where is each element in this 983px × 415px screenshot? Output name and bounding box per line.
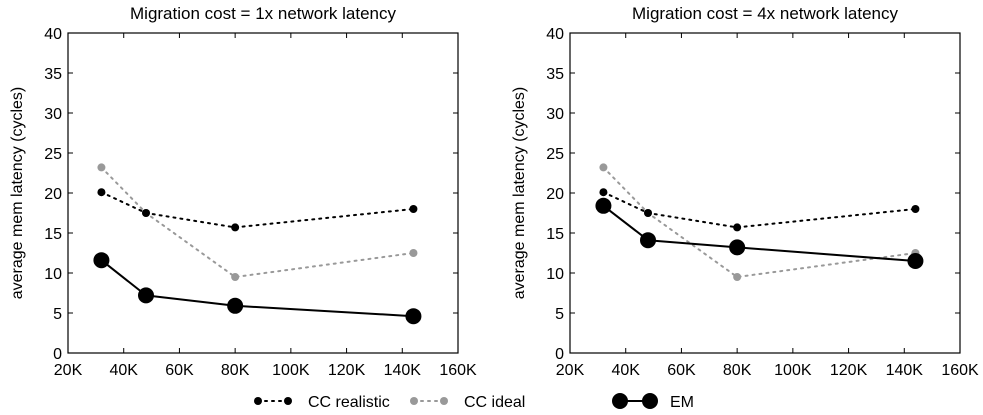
series-line-cc-ideal — [602, 166, 917, 278]
legend-item-cc-realistic: CC realistic — [254, 394, 390, 411]
data-point-em — [595, 197, 612, 214]
legend-swatch-marker — [410, 397, 418, 405]
y-tick-label: 20 — [546, 186, 564, 203]
data-point-em — [93, 252, 110, 269]
y-tick-label: 30 — [546, 106, 564, 123]
y-tick-label: 5 — [53, 306, 62, 323]
x-tick-label: 120K — [830, 362, 868, 379]
x-tick-label: 80K — [221, 362, 250, 379]
y-tick-label: 0 — [555, 346, 564, 363]
data-point-cc-ideal — [733, 273, 742, 281]
legend-swatch-marker — [612, 393, 628, 409]
y-tick-label: 5 — [555, 306, 564, 323]
y-tick-label: 10 — [44, 266, 62, 283]
data-point-cc-ideal — [599, 163, 608, 172]
data-point-em — [138, 287, 154, 304]
x-tick-label: 20K — [556, 362, 585, 379]
x-tick-label: 40K — [109, 362, 138, 379]
y-tick-label: 25 — [44, 146, 62, 163]
legend-label: CC ideal — [464, 394, 525, 411]
data-point-cc-ideal — [231, 273, 240, 281]
x-tick-label: 160K — [941, 362, 979, 379]
x-tick-label: 100K — [774, 362, 812, 379]
data-point-em — [640, 232, 656, 249]
data-point-cc-ideal — [97, 163, 106, 172]
legend-swatch-marker — [284, 397, 292, 405]
chart-title: Migration cost = 4x network latency — [632, 4, 898, 23]
x-tick-label: 60K — [667, 362, 696, 379]
x-tick-label: 80K — [723, 362, 752, 379]
x-tick-label: 60K — [165, 362, 194, 379]
data-point-em — [227, 297, 244, 314]
series-line-em — [602, 204, 917, 262]
legend-label: EM — [670, 394, 694, 411]
x-tick-label: 140K — [384, 362, 422, 379]
x-tick-label: 40K — [611, 362, 640, 379]
y-tick-label: 10 — [546, 266, 564, 283]
legend-swatch-marker — [254, 397, 262, 405]
x-tick-label: 160K — [439, 362, 477, 379]
data-point-cc-realistic — [97, 188, 106, 197]
series-line-em — [100, 259, 415, 318]
chart-panel-1: Migration cost = 1x network latency avera… — [9, 4, 477, 379]
y-tick-label: 35 — [546, 66, 564, 83]
x-tick-label: 100K — [272, 362, 310, 379]
data-point-cc-ideal — [409, 249, 418, 257]
y-tick-label: 15 — [546, 226, 564, 243]
y-axis-label: average mem latency (cycles) — [511, 87, 528, 300]
data-point-cc-realistic — [599, 188, 608, 197]
y-axis-label: average mem latency (cycles) — [9, 87, 26, 300]
legend-item-em: EM — [612, 393, 694, 411]
data-point-cc-realistic — [409, 205, 418, 213]
data-point-cc-realistic — [733, 223, 742, 232]
data-point-cc-realistic — [142, 209, 150, 217]
x-tick-label: 20K — [54, 362, 83, 379]
legend: CC realistic CC ideal EM — [254, 393, 694, 411]
y-tick-label: 20 — [44, 186, 62, 203]
y-tick-label: 25 — [546, 146, 564, 163]
chart-panel-2: Migration cost = 4x network latency avera… — [511, 4, 979, 379]
legend-swatch-marker — [440, 397, 448, 405]
legend-item-cc-ideal: CC ideal — [410, 394, 525, 411]
y-tick-label: 35 — [44, 66, 62, 83]
data-point-em — [729, 239, 746, 256]
data-point-em — [907, 253, 924, 269]
x-tick-label: 140K — [886, 362, 924, 379]
y-tick-label: 30 — [44, 106, 62, 123]
legend-swatch-marker — [642, 393, 658, 409]
data-point-cc-realistic — [644, 209, 652, 217]
y-tick-label: 40 — [44, 26, 62, 43]
data-point-em — [405, 308, 422, 325]
series-line-cc-ideal — [100, 166, 415, 278]
chart-title: Migration cost = 1x network latency — [130, 4, 396, 23]
y-tick-label: 40 — [546, 26, 564, 43]
x-tick-label: 120K — [328, 362, 366, 379]
data-point-cc-realistic — [231, 223, 240, 232]
legend-label: CC realistic — [308, 394, 390, 411]
data-point-cc-realistic — [911, 205, 920, 213]
y-tick-label: 0 — [53, 346, 62, 363]
y-tick-label: 15 — [44, 226, 62, 243]
